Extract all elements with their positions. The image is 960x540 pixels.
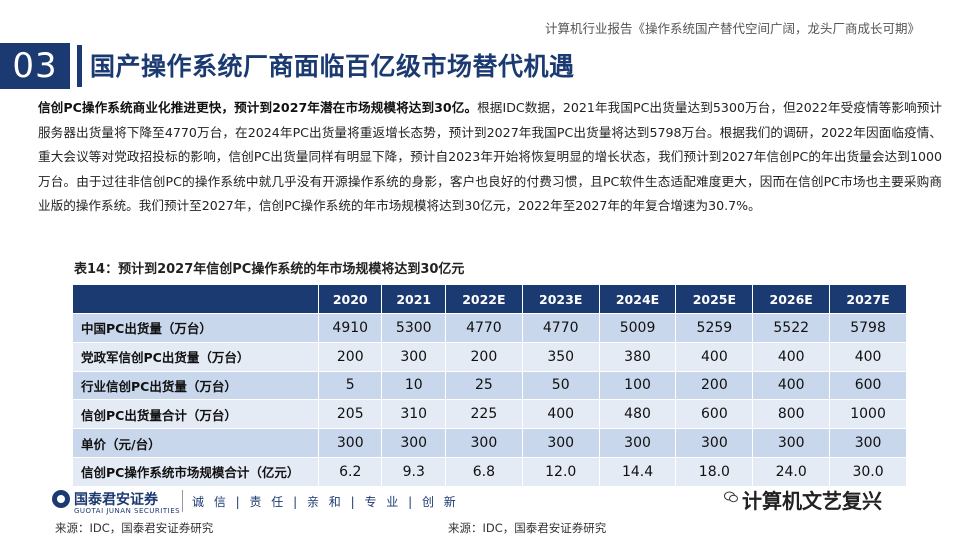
- table-header-row: 2020 2021 2022E 2023E 2024E 2025E 2026E …: [72, 284, 907, 314]
- table-cell: 300: [521, 428, 600, 458]
- table-cell: 6.8: [444, 456, 523, 487]
- source-note: 来源：IDC，国泰君安证券研究: [55, 521, 214, 535]
- table-cell: 300: [444, 428, 523, 458]
- table-cell: 12.0: [521, 456, 600, 487]
- lead-sentence: 信创PC操作系统商业化推进更快，预计到2027年潜在市场规模将达到30亿。: [38, 100, 478, 115]
- section-number: 03: [0, 43, 70, 89]
- table-cell: 5: [317, 370, 383, 401]
- wechat-icon: [724, 491, 738, 503]
- market-size-table: 2020 2021 2022E 2023E 2024E 2025E 2026E …: [72, 284, 907, 487]
- table-cell: 300: [598, 428, 677, 458]
- table-cell: 205: [317, 399, 383, 430]
- table-title: 表14：预计到2027年信创PC操作系统的年市场规模将达到30亿元: [74, 262, 465, 277]
- table-cell: 18.0: [675, 456, 754, 487]
- table-cell: 200: [317, 341, 383, 372]
- table-cell: 5798: [829, 313, 907, 343]
- company-slogan: 诚 信 | 责 任 | 亲 和 | 专 业 | 创 新: [192, 495, 459, 509]
- body-paragraph: 信创PC操作系统商业化推进更快，预计到2027年潜在市场规模将达到30亿。根据I…: [38, 96, 942, 219]
- company-name-en: GUOTAI JUNAN SECURITIES: [74, 507, 181, 515]
- table-cell: 5259: [675, 313, 754, 343]
- table-cell: 300: [752, 428, 831, 458]
- table-cell: 9.3: [381, 456, 446, 487]
- row-label: 信创PC操作系统市场规模合计（亿元）: [72, 456, 319, 487]
- row-label: 信创PC出货量合计（万台）: [72, 399, 319, 430]
- row-label: 中国PC出货量（万台）: [72, 313, 319, 343]
- header-cell: [72, 284, 319, 314]
- table-cell: 310: [381, 399, 446, 430]
- header-cell: 2020: [317, 284, 383, 314]
- table-cell: 350: [521, 341, 600, 372]
- table-cell: 300: [675, 428, 754, 458]
- header-cell: 2025E: [675, 284, 754, 314]
- table-cell: 600: [829, 370, 907, 401]
- table-cell: 10: [381, 370, 446, 401]
- table-cell: 300: [381, 428, 446, 458]
- table-cell: 4910: [317, 313, 383, 343]
- table-cell: 1000: [829, 399, 907, 430]
- table-row: 党政军信创PC出货量（万台） 200 300 200 350 380 400 4…: [72, 341, 907, 372]
- section-title: 国产操作系统厂商面临百亿级市场替代机遇: [90, 52, 575, 81]
- table-cell: 30.0: [829, 456, 907, 487]
- table-cell: 300: [381, 341, 446, 372]
- table-cell: 400: [752, 341, 831, 372]
- header-cell: 2023E: [521, 284, 600, 314]
- row-label: 行业信创PC出货量（万台）: [72, 370, 319, 401]
- table-cell: 300: [317, 428, 383, 458]
- table-cell: 4770: [444, 313, 523, 343]
- footer-divider: [182, 490, 183, 512]
- table-cell: 5522: [752, 313, 831, 343]
- paragraph-text: 根据IDC数据，2021年我国PC出货量达到5300万台，但2022年受疫情等影…: [38, 100, 942, 214]
- header-cell: 2022E: [444, 284, 523, 314]
- table-cell: 480: [598, 399, 677, 430]
- table-cell: 200: [675, 370, 754, 401]
- table-cell: 600: [675, 399, 754, 430]
- table-cell: 100: [598, 370, 677, 401]
- table-cell: 50: [521, 370, 600, 401]
- row-label: 单价（元/台）: [72, 428, 319, 458]
- table-cell: 24.0: [752, 456, 831, 487]
- section-divider-bar: [77, 45, 82, 87]
- table-row: 信创PC操作系统市场规模合计（亿元） 6.2 9.3 6.8 12.0 14.4…: [72, 456, 907, 487]
- table-cell: 300: [829, 428, 907, 458]
- table-cell: 225: [444, 399, 523, 430]
- table-cell: 4770: [521, 313, 600, 343]
- table-cell: 400: [829, 341, 907, 372]
- company-name: 国泰君安证券: [74, 492, 158, 508]
- table-cell: 5300: [381, 313, 446, 343]
- source-note: 来源：IDC，国泰君安证券研究: [448, 521, 607, 535]
- report-title: 计算机行业报告《操作系统国产替代空间广阔，龙头厂商成长可期》: [544, 21, 920, 36]
- table-cell: 6.2: [317, 456, 383, 487]
- table-cell: 5009: [598, 313, 677, 343]
- header-cell: 2021: [381, 284, 446, 314]
- table-cell: 14.4: [598, 456, 677, 487]
- wechat-account-badge: 计算机文艺复兴: [742, 489, 882, 513]
- table-cell: 800: [752, 399, 831, 430]
- table-cell: 200: [444, 341, 523, 372]
- table-cell: 400: [752, 370, 831, 401]
- header-cell: 2026E: [752, 284, 831, 314]
- table-cell: 25: [444, 370, 523, 401]
- table-row: 中国PC出货量（万台） 4910 5300 4770 4770 5009 525…: [72, 313, 907, 343]
- header-cell: 2027E: [829, 284, 907, 314]
- table-cell: 400: [675, 341, 754, 372]
- table-row: 行业信创PC出货量（万台） 5 10 25 50 100 200 400 600: [72, 370, 907, 401]
- row-label: 党政军信创PC出货量（万台）: [72, 341, 319, 372]
- company-logo-icon: [52, 490, 70, 508]
- table-cell: 380: [598, 341, 677, 372]
- table-cell: 400: [521, 399, 600, 430]
- table-row: 信创PC出货量合计（万台） 205 310 225 400 480 600 80…: [72, 399, 907, 430]
- header-cell: 2024E: [598, 284, 677, 314]
- table-row: 单价（元/台） 300 300 300 300 300 300 300 300: [72, 428, 907, 458]
